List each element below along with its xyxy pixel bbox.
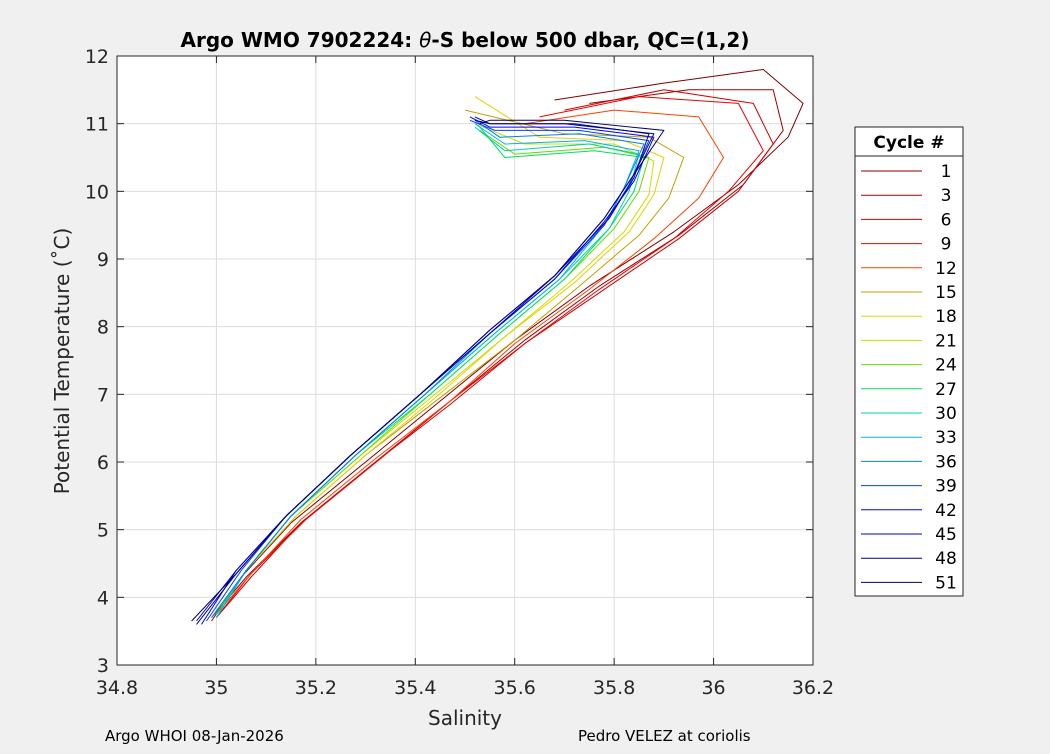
y-tick-label: 3 bbox=[97, 655, 109, 677]
legend-label-cycle-9: 9 bbox=[941, 235, 952, 255]
legend-label-cycle-1: 1 bbox=[941, 162, 952, 182]
chart-title: Argo WMO 7902224: θ-S below 500 dbar, QC… bbox=[181, 28, 750, 52]
legend-label-cycle-18: 18 bbox=[935, 307, 957, 327]
legend-label-cycle-27: 27 bbox=[935, 380, 957, 400]
footer-left: Argo WHOI 08-Jan-2026 bbox=[105, 727, 284, 745]
legend-label-cycle-36: 36 bbox=[935, 452, 957, 472]
x-axis-label: Salinity bbox=[428, 706, 502, 730]
x-tick-label: 35.6 bbox=[494, 677, 536, 699]
x-tick-label: 35.4 bbox=[394, 677, 436, 699]
y-tick-label: 10 bbox=[85, 181, 109, 203]
x-tick-label: 34.8 bbox=[96, 677, 138, 699]
series-layer bbox=[191, 69, 804, 625]
series-line-cycle-51 bbox=[191, 119, 665, 622]
series-line-cycle-6 bbox=[216, 89, 774, 618]
plot-area bbox=[117, 56, 813, 665]
y-tick-label: 8 bbox=[97, 317, 109, 339]
x-tick-label: 35.2 bbox=[295, 677, 337, 699]
y-tick-label: 12 bbox=[85, 46, 109, 68]
legend-label-cycle-51: 51 bbox=[935, 573, 957, 593]
legend-title: Cycle # bbox=[873, 133, 944, 153]
legend-label-cycle-3: 3 bbox=[941, 186, 952, 206]
legend-label-cycle-24: 24 bbox=[935, 356, 957, 376]
series-line-cycle-1 bbox=[211, 69, 804, 622]
legend-label-cycle-42: 42 bbox=[935, 501, 957, 521]
legend-label-cycle-39: 39 bbox=[935, 477, 957, 497]
y-tick-label: 6 bbox=[97, 452, 109, 474]
x-tick-label: 35.8 bbox=[593, 677, 635, 699]
series-line-cycle-12 bbox=[216, 109, 724, 615]
legend-label-cycle-21: 21 bbox=[935, 331, 957, 351]
axis-ticks: 34.8 35 35.2 35.4 35.6 35.8 36 36.2 3 4 5 6 7 8 9 10 11 1… bbox=[85, 46, 834, 699]
plot-frame bbox=[116, 55, 814, 666]
series-line-cycle-9 bbox=[216, 96, 764, 618]
footer-right: Pedro VELEZ at coriolis bbox=[578, 727, 751, 745]
y-tick-label: 7 bbox=[97, 384, 109, 406]
legend-label-cycle-15: 15 bbox=[935, 283, 957, 303]
y-tick-label: 5 bbox=[97, 520, 109, 542]
legend-label-cycle-12: 12 bbox=[935, 259, 957, 279]
x-tick-label: 36 bbox=[701, 677, 725, 699]
y-tick-label: 11 bbox=[85, 114, 109, 136]
legend-label-cycle-6: 6 bbox=[941, 210, 952, 230]
legend-label-cycle-45: 45 bbox=[935, 525, 957, 545]
legend-label-cycle-48: 48 bbox=[935, 549, 957, 569]
y-tick-label: 4 bbox=[97, 587, 109, 609]
x-tick-label: 35 bbox=[204, 677, 228, 699]
y-tick-label: 9 bbox=[97, 249, 109, 271]
x-tick-label: 36.2 bbox=[792, 677, 834, 699]
legend-box bbox=[854, 126, 964, 597]
legend-label-cycle-30: 30 bbox=[935, 404, 957, 424]
legend-label-cycle-33: 33 bbox=[935, 428, 957, 448]
y-axis-label: Potential Temperature (˚C) bbox=[50, 228, 74, 495]
